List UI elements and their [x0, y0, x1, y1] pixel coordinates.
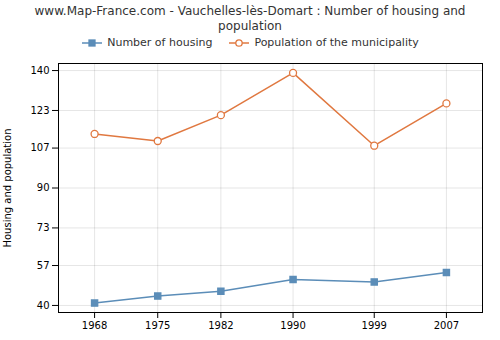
svg-text:90: 90 [37, 182, 50, 193]
html-text:Number of housing: Number of housing [107, 36, 213, 49]
svg-text:1975: 1975 [145, 320, 170, 331]
svg-text:2007: 2007 [434, 320, 459, 331]
svg-text:73: 73 [37, 222, 50, 233]
svg-text:1982: 1982 [208, 320, 233, 331]
svg-text:1968: 1968 [82, 320, 107, 331]
svg-text:57: 57 [37, 260, 50, 271]
svg-text:1999: 1999 [362, 320, 387, 331]
svg-text:107: 107 [30, 142, 49, 153]
html-text:www.Map-France.com - Vauchelle: www.Map-France.com - Vauchelles-lès-Doma… [34, 4, 466, 33]
svg-text:1990: 1990 [280, 320, 305, 331]
html-text:Population of the municipality: Population of the municipality [254, 36, 419, 49]
svg-text:140: 140 [30, 65, 49, 76]
svg-text:40: 40 [37, 300, 50, 311]
svg-text:123: 123 [30, 105, 49, 116]
svg-text:Housing and population: Housing and population [2, 128, 13, 247]
